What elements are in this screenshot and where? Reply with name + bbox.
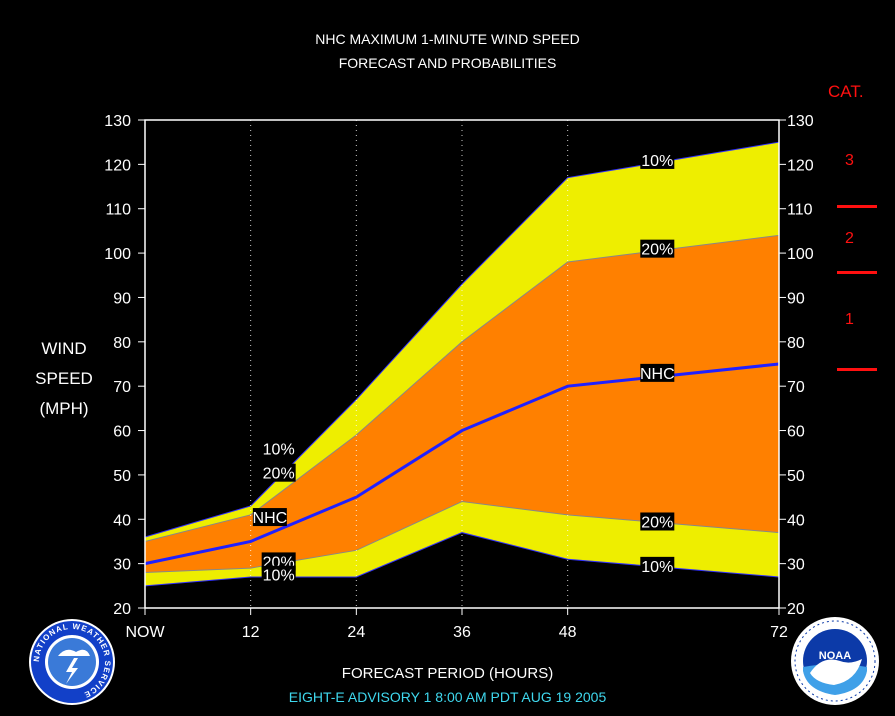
y-tick-label-left: 130 [104,113,131,130]
x-tick-label: 24 [347,624,365,641]
y-tick-label-right: 80 [787,335,805,352]
series-label: 20% [640,512,675,531]
y-tick-label-left: 30 [113,557,131,574]
y-axis-label-line3: (MPH) [39,399,89,418]
y-tick-label-left: 110 [105,202,131,219]
y-tick-label-right: 130 [787,113,814,130]
category-3-label: 3 [845,152,854,169]
series-label: NHC [640,363,675,383]
category-1-label: 1 [845,311,854,328]
y-tick-label-right: 120 [787,157,814,174]
y-tick-label-right: 40 [787,512,805,529]
band-20-percent [145,235,779,573]
y-tick-label-left: 90 [113,290,131,307]
y-tick-label-right: 30 [787,557,805,574]
y-tick-label-right: 110 [787,202,813,219]
x-tick-label: 36 [453,624,471,641]
y-tick-label-left: 50 [113,468,131,485]
series-label-box [261,463,296,482]
series-label-text: NHC [640,366,675,383]
series-label: 10% [640,150,675,170]
y-tick-label-left: 120 [104,157,131,174]
chart-title-line1: NHC MAXIMUM 1-MINUTE WIND SPEED [315,31,580,47]
x-tick-label: NOW [125,624,165,641]
series-label-box [261,565,296,584]
series-label-box [261,439,296,458]
series-label-box [640,363,675,382]
y-tick-label-left: 40 [113,512,131,529]
series-label-box [640,556,675,575]
x-axis-label: FORECAST PERIOD (HOURS) [341,665,554,682]
series-label-box [640,150,675,169]
category-2-threshold [837,271,877,274]
y-tick-label-right: 20 [787,601,805,618]
y-tick-label-right: 70 [787,379,805,396]
series-label-text: 10% [641,559,673,576]
y-tick-label-right: 100 [787,246,814,263]
y-tick-label-left: 20 [113,601,131,618]
nws-logo-icon: NATIONAL WEATHER SERVICE [29,619,115,705]
series-label: NHC [252,508,288,527]
noaa-logo-icon: NOAA [791,617,879,705]
series-label-text: 10% [641,153,673,170]
series-label: 20% [261,463,296,483]
category-title: CAT. [828,82,864,101]
y-tick-label-left: 60 [113,424,131,441]
series-label-text: 20% [641,242,673,259]
x-tick-label: 72 [770,624,788,641]
y-tick-label-left: 80 [113,335,131,352]
y-tick-label-left: 100 [104,246,131,263]
y-tick-label-right: 60 [787,424,805,441]
advisory-line: EIGHT-E ADVISORY 1 8:00 AM PDT AUG 19 20… [288,689,607,705]
y-tick-label-left: 70 [113,379,131,396]
category-2-label: 2 [845,230,854,247]
x-tick-label: 12 [242,624,260,641]
series-label-text: 20% [263,466,295,483]
x-tick-label: 48 [559,624,577,641]
category-1-threshold [837,368,877,371]
series-label-text: 10% [263,568,295,585]
category-3-threshold [837,205,877,208]
y-tick-label-right: 50 [787,468,805,485]
chart-title-line2: FORECAST AND PROBABILITIES [338,55,557,71]
series-label-box [640,512,675,531]
y-tick-label-right: 90 [787,290,805,307]
y-axis-label-line1: WIND [41,339,87,358]
series-label: 10% [261,565,296,585]
series-label-box [252,508,287,527]
series-label-text: NHC [253,510,288,527]
series-label-text: 10% [263,441,295,458]
series-label: 10% [640,556,675,576]
series-label-text: 20% [641,514,673,531]
series-label-box [640,239,675,258]
y-axis-label-line2: SPEED [35,369,93,388]
series-label: 20% [640,239,675,259]
noaa-logo-text: NOAA [819,650,851,662]
series-label: 10% [261,439,296,458]
